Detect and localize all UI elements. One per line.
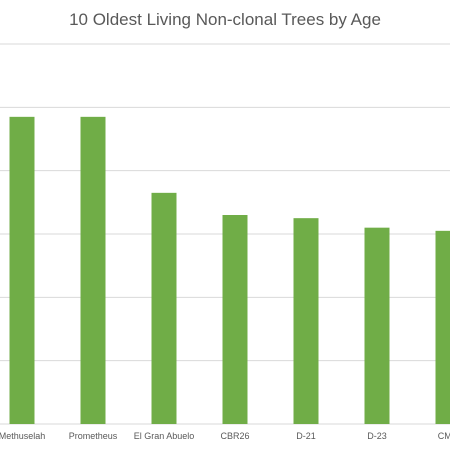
x-tick-label: Prometheus	[69, 431, 118, 441]
bars	[9, 116, 450, 424]
bar-el-gran-abuelo	[151, 192, 177, 424]
x-tick-label: Methuselah	[0, 431, 45, 441]
x-axis-labels: Methuselah Prometheus El Gran Abuelo CBR26 D…	[0, 431, 450, 441]
bar-cbr26	[222, 215, 248, 424]
bar-methuselah	[9, 116, 35, 424]
x-tick-label: D-21	[296, 431, 316, 441]
bar-d-21	[293, 218, 319, 424]
bar-d-23	[364, 227, 390, 424]
x-tick-label: El Gran Abuelo	[134, 431, 195, 441]
chart-title: 10 Oldest Living Non-clonal Trees by Age	[69, 10, 381, 29]
x-tick-label: CMC	[438, 431, 450, 441]
bar-prometheus	[80, 116, 106, 424]
x-tick-label: D-23	[367, 431, 387, 441]
bar-cmc	[435, 230, 450, 424]
x-tick-label: CBR26	[220, 431, 249, 441]
